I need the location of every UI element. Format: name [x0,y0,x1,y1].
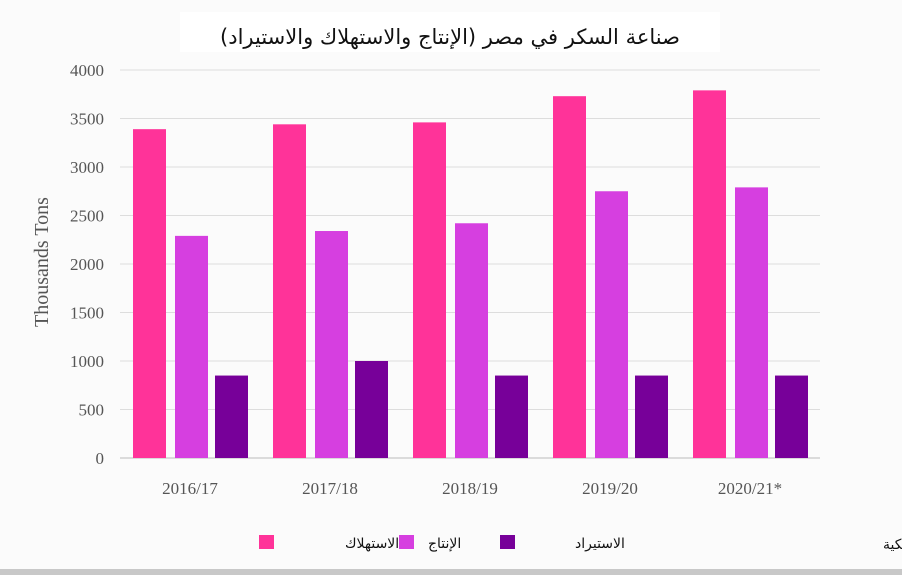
legend-swatch [399,535,414,549]
bar-production [175,235,208,458]
bar-import [775,375,808,458]
bar-import [215,375,248,458]
y-tick-label: 1500 [70,304,104,323]
bar-production [735,187,768,458]
bar-import [495,375,528,458]
y-axis-label: Thousands Tons [31,197,53,327]
y-tick-label: 3500 [70,110,104,129]
bar-production [455,223,488,458]
bar-consumption [413,122,446,458]
y-tick-label: 3000 [70,158,104,177]
y-tick-label: 2500 [70,207,104,226]
bar-production [595,191,628,458]
legend-label: الإنتاج [428,536,461,552]
source-note: المصدر : وزارة الزراعة الأمريكية [883,535,902,553]
x-tick-label: 2020/21* [718,479,782,498]
y-tick-label: 1000 [70,352,104,371]
bar-consumption [553,96,586,458]
legend-label: الاستهلاك [345,536,399,552]
bottom-border [0,569,902,575]
legend-swatch [259,535,274,549]
x-tick-label: 2016/17 [162,479,218,498]
x-tick-label: 2018/19 [442,479,498,498]
y-tick-label: 4000 [70,61,104,80]
legend-swatch [500,535,515,549]
bar-consumption [273,124,306,458]
y-tick-label: 2000 [70,255,104,274]
y-tick-label: 0 [96,449,105,468]
chart-title: صناعة السكر في مصر (الإنتاج والاستهلاك و… [220,25,680,50]
bar-consumption [693,90,726,459]
y-tick-label: 500 [79,401,105,420]
x-tick-label: 2019/20 [582,479,638,498]
legend-label: الاستيراد [575,536,625,552]
title-background [180,12,720,52]
bar-production [315,231,348,458]
bar-consumption [133,129,166,459]
x-tick-label: 2017/18 [302,479,358,498]
bar-import [355,361,388,458]
bar-import [635,375,668,458]
